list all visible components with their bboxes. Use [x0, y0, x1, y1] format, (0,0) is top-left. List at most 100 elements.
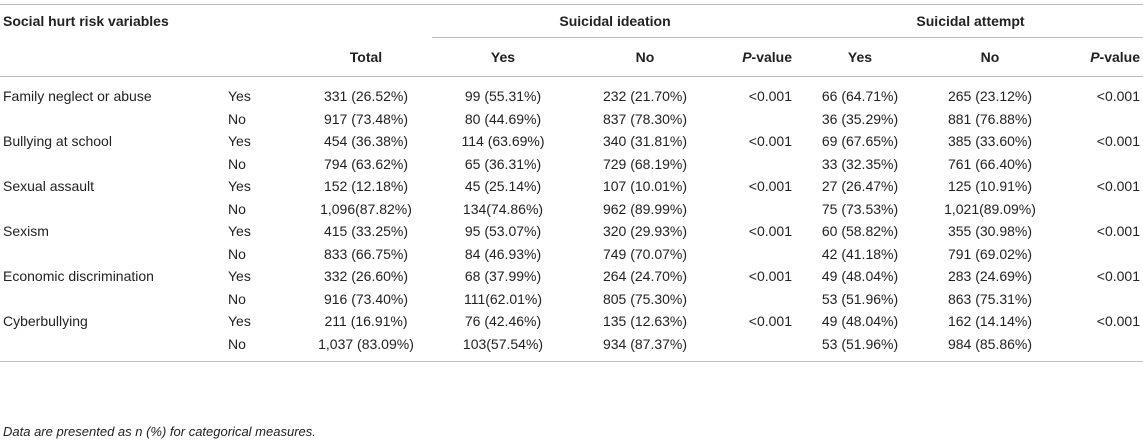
cell-total: 415 (33.25%): [323, 223, 409, 240]
cell-variable: [0, 198, 228, 221]
cell-si-yes: 95 (53.07%): [464, 223, 542, 240]
cell-si-yes: 103(57.54%): [432, 332, 574, 362]
cell-si-yes: 45 (25.14%): [464, 178, 542, 195]
cell-variable: Economic discrimination: [3, 268, 154, 285]
cell-sa-yes: 42 (41.18%): [821, 245, 899, 262]
cell-total: 331 (26.52%): [323, 88, 409, 105]
cell-level: Yes: [228, 313, 251, 330]
cell-si-yes: 111(62.01%): [463, 290, 543, 307]
cell-sa-pvalue: [1058, 108, 1143, 131]
cell-level: No: [228, 110, 246, 127]
cell-sa-no: 881 (76.88%): [947, 110, 1033, 127]
cell-sa-pvalue: <0.001: [1096, 88, 1140, 105]
cell-sa-yes: 27 (26.47%): [821, 178, 899, 195]
cell-level: No: [228, 245, 246, 262]
cell-level: Yes: [228, 88, 251, 105]
cell-sa-no: 385 (33.60%): [947, 133, 1033, 150]
cell-sa-yes: 53 (51.96%): [821, 290, 899, 307]
cell-variable: Family neglect or abuse: [3, 88, 152, 105]
cell-si-yes: 134(74.86%): [462, 200, 544, 217]
table-row: No 916 (73.40%) 111(62.01%) 805 (75.30%) 53 …: [0, 288, 1143, 311]
header-si-pvalue: P-value: [716, 37, 798, 77]
table-row: No 917 (73.48%) 80 (44.69%) 837 (78.30%) 36 …: [0, 108, 1143, 131]
cell-si-no: 805 (75.30%): [602, 290, 688, 307]
cell-si-pvalue: [716, 198, 798, 221]
cell-total: 211 (16.91%): [324, 313, 408, 330]
cell-sa-yes: 69 (67.65%): [821, 133, 899, 150]
cell-sa-yes: 60 (58.82%): [821, 223, 899, 240]
cell-level: Yes: [228, 223, 251, 240]
cell-total: 152 (12.18%): [323, 178, 409, 195]
cell-sa-pvalue: [1058, 332, 1143, 362]
cell-si-pvalue: <0.001: [748, 133, 792, 150]
cell-si-yes: 68 (37.99%): [464, 268, 542, 285]
table-row: Family neglect or abuse Yes 331 (26.52%) 99…: [0, 77, 1143, 108]
cell-si-no: 934 (87.37%): [574, 332, 716, 362]
cell-si-pvalue: <0.001: [748, 178, 792, 195]
cell-level: No: [228, 155, 246, 172]
cell-variable: Bullying at school: [3, 133, 112, 150]
header-sa-yes: Yes: [798, 37, 922, 77]
table-row: Economic discrimination Yes 332 (26.60%) 68…: [0, 265, 1143, 288]
cell-variable: Sexism: [3, 223, 49, 240]
cell-si-no: 962 (89.99%): [602, 200, 688, 217]
table-row: Bullying at school Yes 454 (36.38%) 114 (63…: [0, 130, 1143, 153]
cell-total: 454 (36.38%): [323, 133, 409, 150]
cell-si-pvalue: [716, 153, 798, 176]
cell-si-no: 135 (12.63%): [602, 313, 688, 330]
cell-si-yes: 80 (44.69%): [464, 110, 542, 127]
table-row: No 833 (66.75%) 84 (46.93%) 749 (70.07%) 42 …: [0, 243, 1143, 266]
cell-si-yes: 76 (42.46%): [464, 313, 542, 330]
cell-si-yes: 114 (63.69%): [461, 133, 545, 150]
cell-si-no: 232 (21.70%): [602, 88, 688, 105]
cell-sa-no: 125 (10.91%): [947, 178, 1033, 195]
cell-si-no: 264 (24.70%): [602, 268, 688, 285]
cell-sa-yes: 75 (73.53%): [821, 200, 899, 217]
cell-variable: [0, 153, 228, 176]
header-sa-pvalue: P-value: [1058, 37, 1143, 77]
table-body: Family neglect or abuse Yes 331 (26.52%) 99…: [0, 77, 1143, 362]
header-total: Total: [300, 37, 432, 77]
header-suicidal-ideation: Suicidal ideation: [432, 4, 798, 38]
cell-sa-no: 863 (75.31%): [947, 290, 1033, 307]
cell-sa-no: 984 (85.86%): [922, 332, 1058, 362]
cell-total: 1,037 (83.09%): [300, 332, 432, 362]
cell-si-yes: 84 (46.93%): [464, 245, 542, 262]
cell-si-no: 837 (78.30%): [602, 110, 688, 127]
cell-si-pvalue: [716, 332, 798, 362]
cell-level: Yes: [228, 268, 251, 285]
footnote: Data are presented as n (%) for categori…: [3, 424, 316, 439]
cell-sa-yes: 53 (51.96%): [798, 332, 922, 362]
cell-sa-pvalue: <0.001: [1096, 313, 1140, 330]
header-si-yes: Yes: [432, 37, 574, 77]
table-row: Cyberbullying Yes 211 (16.91%) 76 (42.46%) 1…: [0, 310, 1143, 333]
cell-level: No: [228, 332, 300, 362]
cell-variable: Sexual assault: [3, 178, 95, 195]
cell-total: 1,096(87.82%): [320, 200, 412, 217]
cell-sa-pvalue: <0.001: [1096, 178, 1140, 195]
header-variable: Social hurt risk variables: [0, 4, 228, 38]
cell-si-pvalue: [716, 243, 798, 266]
header-row-1: Social hurt risk variables Suicidal idea…: [0, 4, 1143, 38]
cell-sa-yes: 66 (64.71%): [821, 88, 899, 105]
cell-si-pvalue: [716, 288, 798, 311]
cell-level: Yes: [228, 178, 251, 195]
cell-total: 917 (73.48%): [323, 110, 409, 127]
cell-sa-pvalue: [1058, 198, 1143, 221]
cell-sa-no: 761 (66.40%): [947, 155, 1033, 172]
cell-si-pvalue: <0.001: [748, 313, 792, 330]
cell-variable: [0, 332, 228, 362]
cell-si-yes: 65 (36.31%): [464, 155, 542, 172]
header-row-2: Total Yes No P-value Yes No P-value: [0, 37, 1143, 77]
cell-level: Yes: [228, 133, 251, 150]
cell-sa-yes: 49 (48.04%): [821, 268, 899, 285]
cell-total: 794 (63.62%): [323, 155, 409, 172]
cell-sa-no: 265 (23.12%): [947, 88, 1033, 105]
cell-sa-no: 283 (24.69%): [947, 268, 1033, 285]
cell-sa-no: 162 (14.14%): [947, 313, 1033, 330]
cell-total: 332 (26.60%): [323, 268, 409, 285]
cell-sa-no: 355 (30.98%): [947, 223, 1033, 240]
cell-level: No: [228, 200, 246, 217]
cell-si-pvalue: <0.001: [748, 223, 792, 240]
